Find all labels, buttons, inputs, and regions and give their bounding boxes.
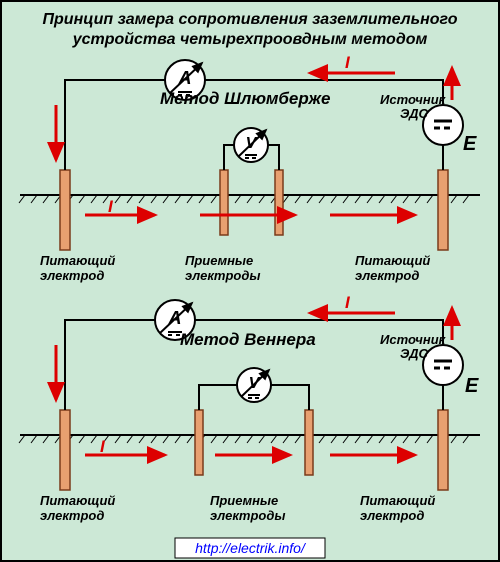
m2-electrode-right — [438, 410, 448, 490]
m1-emf-label2: ЭДС — [400, 106, 429, 121]
m1-electrode-left — [60, 170, 70, 250]
m2-electrode-mid1 — [195, 410, 203, 475]
url-text: http://electrik.info/ — [195, 540, 307, 556]
m2-left-elec1: Питающий — [40, 493, 115, 508]
m1-emf — [423, 105, 463, 145]
diagram-svg: Принцип замера сопротивления заземлитель… — [0, 0, 500, 562]
m2-right-elec2: электрод — [360, 508, 424, 523]
m1-method-name: Метод Шлюмберже — [160, 89, 331, 108]
m1-mid-elec1: Приемные — [185, 253, 253, 268]
m1-electrode-mid2 — [275, 170, 283, 235]
m1-left-elec2: электрод — [40, 268, 104, 283]
m1-voltmeter: V — [234, 128, 268, 162]
m1-right-elec2: электрод — [355, 268, 419, 283]
m2-voltmeter: V — [237, 368, 271, 402]
m2-emf-label1: Источник — [380, 332, 447, 347]
url-box: http://electrik.info/ — [175, 538, 325, 558]
m2-left-elec2: электрод — [40, 508, 104, 523]
m1-electrode-mid1 — [220, 170, 228, 235]
m2-electrode-mid2 — [305, 410, 313, 475]
m1-mid-elec2: электроды — [185, 268, 261, 283]
m2-emf-label2: ЭДС — [400, 346, 429, 361]
m2-mid-elec1: Приемные — [210, 493, 278, 508]
m1-emf-label1: Источник — [380, 92, 447, 107]
title-line1: Принцип замера сопротивления заземлитель… — [43, 11, 458, 28]
m1-electrode-right — [438, 170, 448, 250]
m1-left-elec1: Питающий — [40, 253, 115, 268]
m1-right-elec1: Питающий — [355, 253, 430, 268]
m2-emf-E: E — [465, 375, 479, 397]
m2-electrode-left — [60, 410, 70, 490]
m2-right-elec1: Питающий — [360, 493, 435, 508]
m2-emf — [423, 345, 463, 385]
m1-emf-E: E — [463, 133, 477, 155]
diagram-canvas: Принцип замера сопротивления заземлитель… — [0, 0, 500, 562]
title-line2: устройства четырехпроовдным методом — [72, 31, 428, 48]
m2-method-name: Метод Веннера — [180, 330, 316, 349]
m2-mid-elec2: электроды — [210, 508, 286, 523]
